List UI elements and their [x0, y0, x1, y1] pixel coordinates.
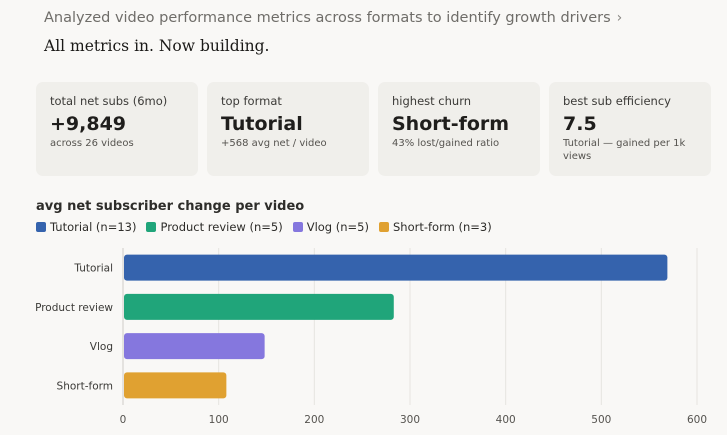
y-category-label: Vlog	[90, 341, 113, 353]
bar-short-form	[124, 372, 227, 399]
task-summary-link[interactable]: Analyzed video performance metrics acros…	[44, 10, 622, 26]
legend-swatch	[146, 222, 157, 232]
y-category-label: Product review	[35, 302, 113, 314]
x-tick-label: 400	[496, 414, 516, 426]
legend-swatch	[292, 222, 303, 232]
y-category-label: Short-form	[57, 380, 113, 392]
metric-label: top format	[221, 94, 282, 108]
metric-value: Tutorial	[221, 113, 303, 135]
metric-value: +9,849	[50, 113, 127, 135]
chevron-right-icon: ›	[616, 10, 623, 26]
bar-chart: 0 100 200 300 400 500 600 Tutorial Product revie…	[35, 248, 707, 426]
x-tick-label: 100	[209, 414, 229, 426]
legend-item-tutorial[interactable]: Tutorial (n=13)	[36, 220, 136, 234]
x-tick-label: 300	[400, 414, 420, 426]
metric-label: total net subs (6mo)	[50, 94, 168, 108]
metric-subtext: Tutorial — gained per 1k views	[563, 138, 686, 162]
legend-item-vlog[interactable]: Vlog (n=5)	[292, 220, 369, 234]
metric-label: best sub efficiency	[563, 94, 671, 108]
chart-legend: Tutorial (n=13) Product review (n=5) Vlo…	[36, 220, 492, 234]
x-tick-label: 0	[120, 414, 127, 426]
x-tick-label: 600	[687, 414, 707, 426]
metric-subtext: +568 avg net / video	[221, 138, 327, 149]
metric-subtext: 43% lost/gained ratio	[392, 138, 500, 149]
x-tick-label: 500	[591, 414, 611, 426]
x-tick-label: 200	[304, 414, 324, 426]
bar-tutorial	[124, 254, 668, 281]
metric-card-top-format: top format Tutorial +568 avg net / video	[207, 82, 369, 176]
metric-cards: total net subs (6mo) +9,849 across 26 vi…	[36, 82, 711, 176]
metric-card-total-net-subs: total net subs (6mo) +9,849 across 26 vi…	[36, 82, 198, 176]
metric-value: Short-form	[392, 113, 510, 135]
metric-label: highest churn	[392, 94, 472, 108]
metric-value: 7.5	[563, 113, 597, 135]
y-category-label: Tutorial	[73, 263, 113, 275]
task-summary-text: Analyzed video performance metrics acros…	[44, 10, 611, 26]
legend-swatch	[378, 222, 389, 232]
legend-label: Tutorial (n=13)	[50, 220, 137, 234]
metric-card-highest-churn: highest churn Short-form 43% lost/gained…	[378, 82, 540, 176]
metric-card-best-sub-efficiency: best sub efficiency 7.5 Tutorial — gaine…	[549, 82, 711, 176]
bar-product-review	[124, 293, 394, 320]
legend-item-short-form[interactable]: Short-form (n=3)	[378, 220, 492, 234]
legend-label: Short-form (n=3)	[392, 220, 492, 234]
status-message: All metrics in. Now building.	[44, 37, 270, 55]
legend-item-product-review[interactable]: Product review (n=5)	[146, 220, 283, 234]
chart-title: avg net subscriber change per video	[36, 199, 305, 214]
bar-vlog	[124, 333, 265, 360]
legend-swatch	[36, 222, 46, 232]
legend-label: Product review (n=5)	[160, 220, 283, 234]
legend-label: Vlog (n=5)	[306, 220, 369, 234]
metric-subtext: across 26 videos	[50, 138, 134, 149]
